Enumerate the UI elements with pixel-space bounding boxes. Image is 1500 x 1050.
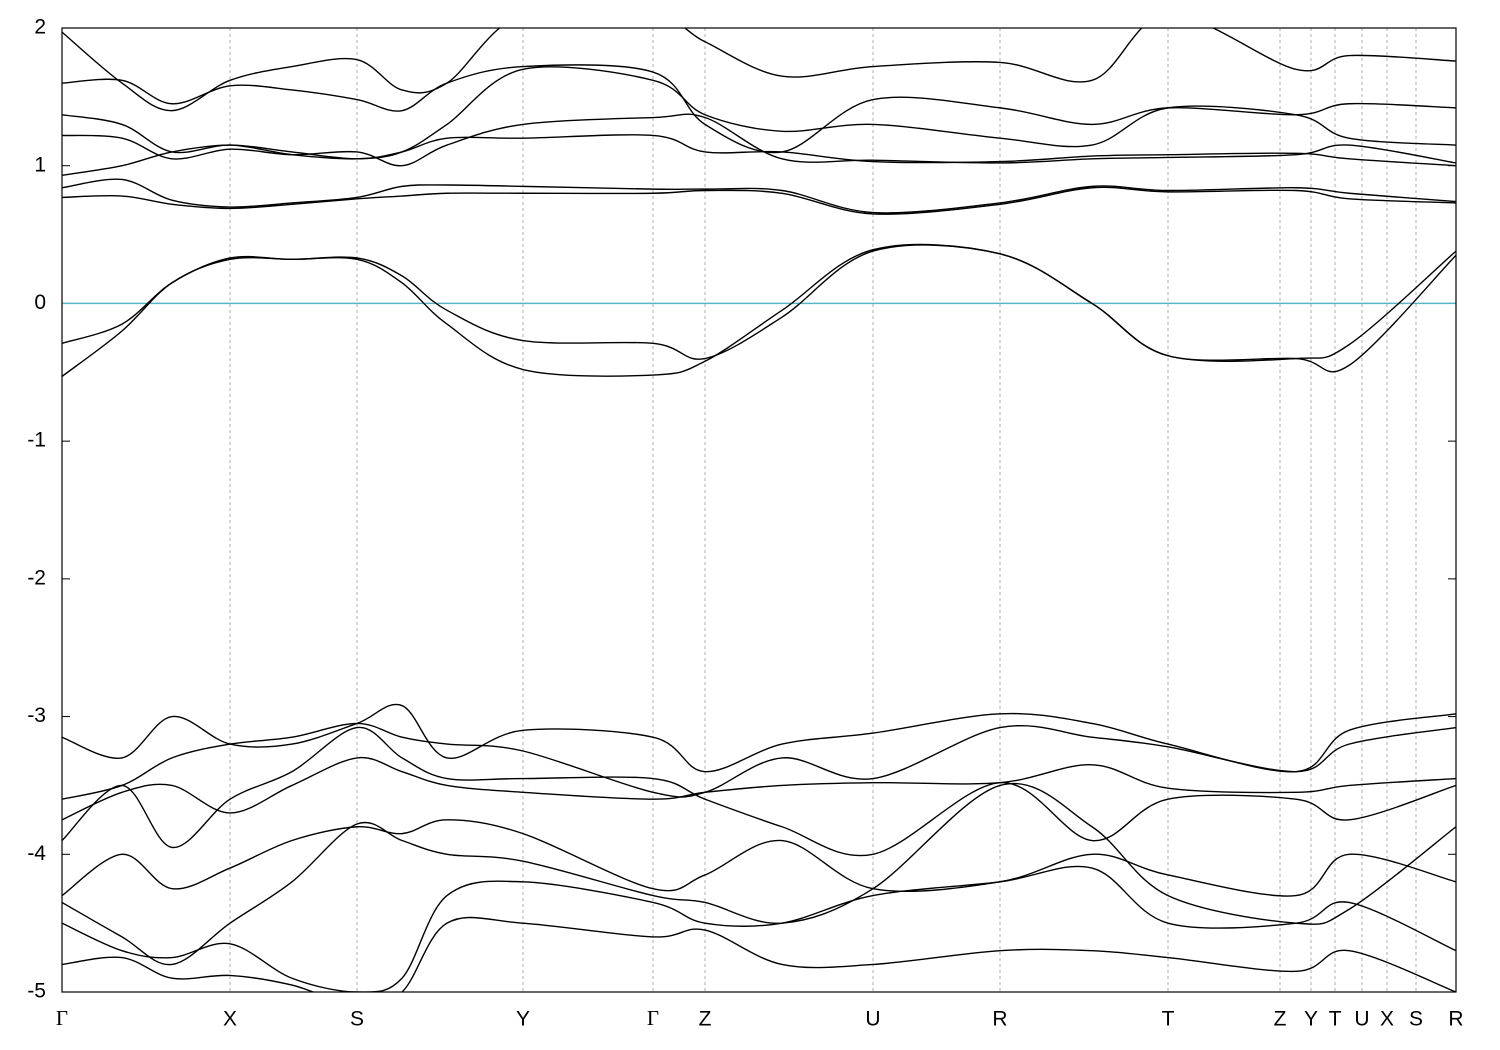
band-line (62, 113, 1456, 167)
x-tick-label: Γ (647, 1006, 659, 1030)
x-tick-label: T (1329, 1008, 1342, 1031)
y-tick-label: 1 (34, 153, 46, 176)
band-line (62, 703, 1456, 773)
band-line (62, 186, 1456, 215)
x-tick-label: X (223, 1008, 237, 1031)
y-tick-label: -5 (27, 980, 46, 1003)
x-tick-label: Y (1304, 1008, 1318, 1031)
band-line (62, 756, 1456, 821)
y-tick-label: 2 (34, 16, 46, 39)
band-line (62, 178, 1456, 214)
band-line (62, 64, 1456, 154)
bands (62, 28, 1456, 992)
x-tick-label: T (1162, 1008, 1175, 1031)
x-tick-label: Y (516, 1008, 530, 1031)
band-line (62, 28, 1456, 112)
x-tick-label: S (1409, 1008, 1423, 1031)
x-tick-label: Z (1274, 1008, 1287, 1031)
band-line (62, 726, 1456, 857)
band-line (62, 782, 1456, 966)
x-tick-label: Z (699, 1008, 712, 1031)
band-line (62, 134, 1456, 177)
y-tick-label: -4 (27, 842, 46, 865)
plot-frame (61, 27, 1457, 993)
x-tick-label: U (1354, 1008, 1369, 1031)
band-line (62, 865, 1456, 992)
band-line (62, 243, 1456, 377)
band-line (62, 244, 1456, 362)
y-tick-label: -1 (27, 429, 46, 452)
x-tick-label: U (865, 1008, 880, 1031)
grid (62, 27, 1456, 993)
x-tick-label: R (1448, 1008, 1463, 1031)
y-tick-label: -3 (27, 704, 46, 727)
band-line (62, 66, 1456, 160)
band-line (62, 916, 1456, 992)
y-tick-label: -2 (27, 566, 46, 589)
x-tick-label: Γ (56, 1006, 68, 1030)
x-tick-label: R (992, 1008, 1007, 1031)
y-tick-label: 0 (34, 291, 46, 314)
x-tick-label: S (350, 1008, 364, 1031)
band-line (62, 722, 1456, 800)
x-tick-label: X (1380, 1008, 1394, 1031)
band-line (62, 819, 1456, 897)
